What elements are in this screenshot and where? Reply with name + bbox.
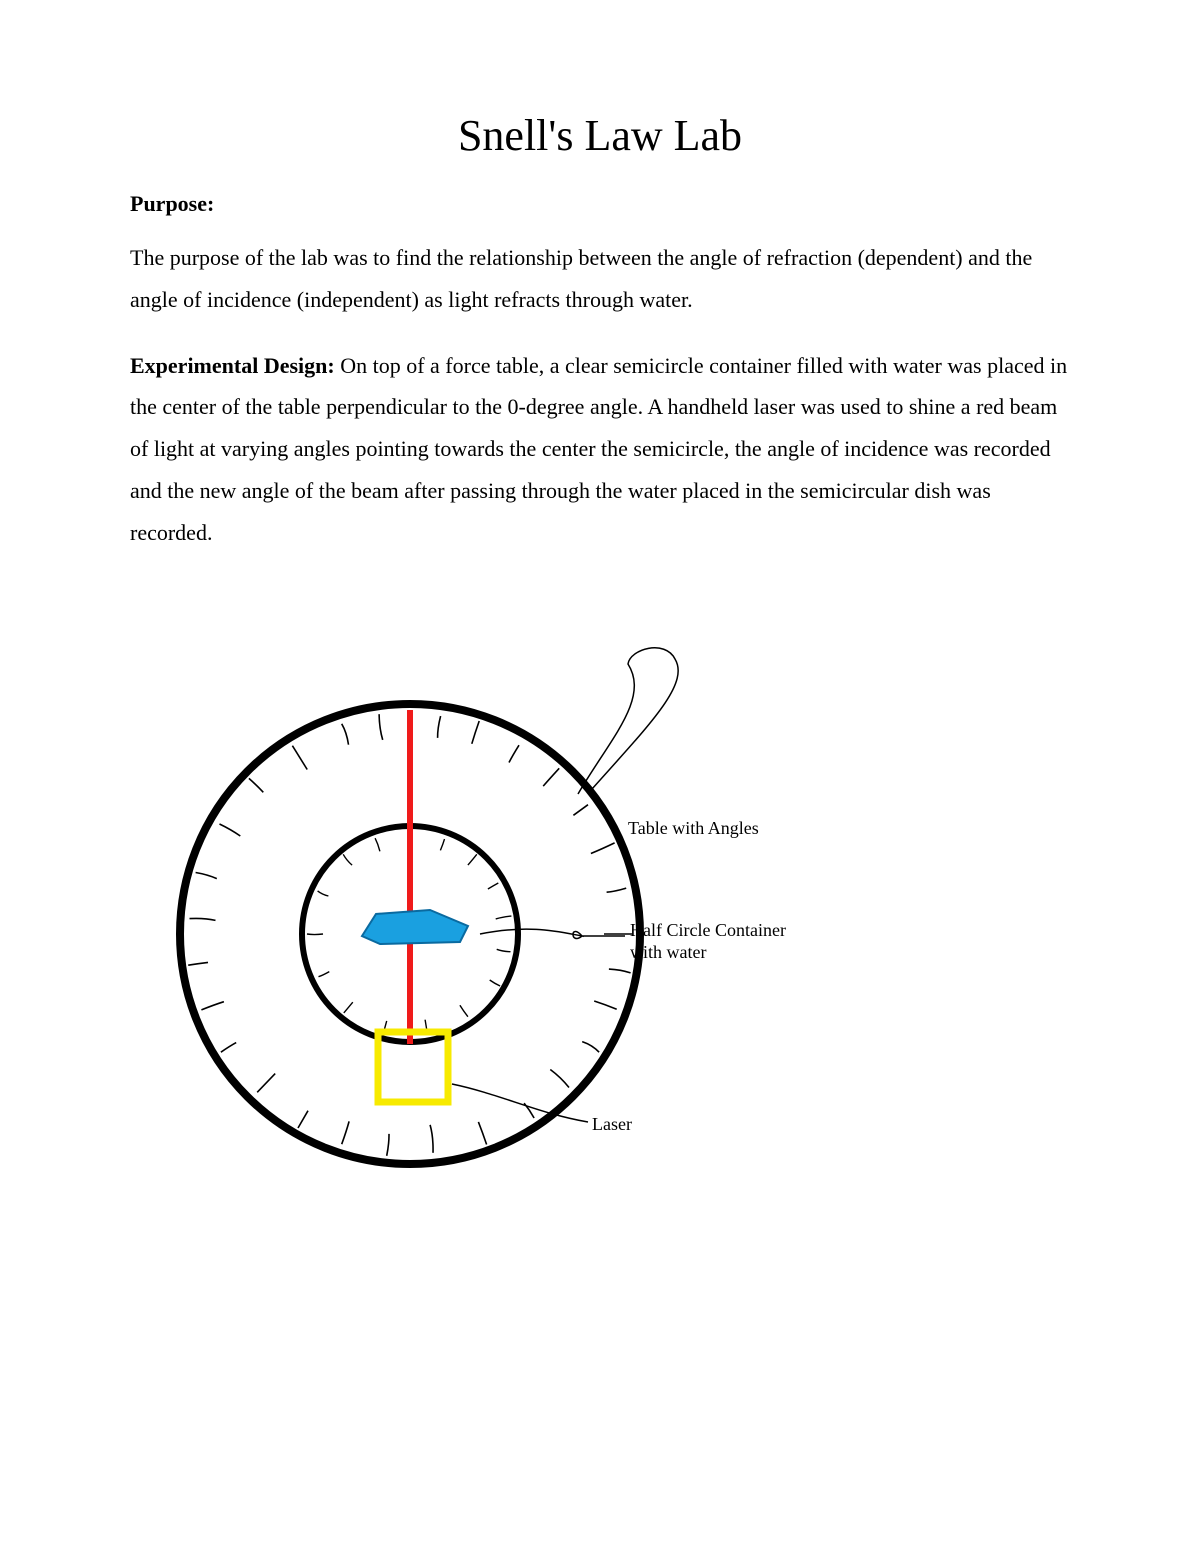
label-laser: Laser: [592, 1114, 632, 1134]
outer-tick: [582, 1041, 599, 1052]
outer-tick: [342, 723, 349, 744]
outer-tick: [257, 1073, 275, 1092]
inner-tick: [496, 916, 512, 919]
experimental-design-text: On top of a force table, a clear semicir…: [130, 353, 1067, 545]
inner-tick: [488, 883, 498, 889]
document-page: Snell's Law Lab Purpose: The purpose of …: [0, 0, 1200, 1553]
outer-tick: [201, 1001, 224, 1009]
outer-tick: [249, 778, 263, 792]
apparatus-svg: Table with Angles Half Circle Containerwi…: [130, 614, 890, 1174]
inner-tick: [307, 934, 323, 935]
outer-tick: [188, 962, 208, 965]
inner-tick: [497, 949, 511, 951]
inner-tick: [468, 854, 477, 865]
outer-tick: [594, 1001, 617, 1009]
outer-tick: [292, 745, 307, 769]
outer-tick: [573, 804, 588, 815]
outer-tick: [220, 824, 241, 836]
inner-tick: [460, 1005, 468, 1016]
page-title: Snell's Law Lab: [130, 110, 1070, 161]
inner-tick: [318, 890, 329, 895]
experimental-design-label: Experimental Design:: [130, 353, 340, 378]
outer-tick: [509, 745, 519, 762]
inner-tick: [343, 854, 352, 865]
purpose-label: Purpose:: [130, 191, 1070, 217]
outer-tick: [430, 1124, 433, 1152]
apparatus-diagram: Table with Angles Half Circle Containerwi…: [130, 614, 1070, 1174]
outer-tick: [298, 1110, 308, 1127]
outer-tick: [607, 888, 627, 892]
inner-tick: [490, 980, 500, 986]
water-dish: [362, 910, 468, 944]
experimental-design-paragraph: Experimental Design: On top of a force t…: [130, 345, 1070, 554]
outer-tick: [379, 714, 383, 740]
outer-tick: [543, 768, 559, 786]
callout-dish-line: [480, 929, 625, 938]
inner-tick: [440, 839, 444, 850]
label-dish-line2: with water: [630, 942, 706, 962]
outer-tick: [438, 716, 441, 738]
outer-tick: [221, 1042, 236, 1052]
outer-tick: [478, 1121, 486, 1144]
purpose-text: The purpose of the lab was to find the r…: [130, 237, 1070, 321]
outer-tick: [196, 872, 217, 878]
inner-tick: [344, 1002, 353, 1013]
label-dish-line1: Half Circle Container: [630, 920, 786, 940]
outer-tick: [591, 842, 615, 853]
label-table: Table with Angles: [628, 818, 759, 838]
callout-table-line: [578, 647, 678, 793]
outer-tick: [609, 969, 631, 973]
outer-tick: [550, 1069, 569, 1087]
outer-tick: [342, 1121, 349, 1144]
inner-tick: [375, 838, 380, 851]
inner-tick: [319, 971, 330, 976]
outer-tick: [387, 1133, 389, 1155]
outer-tick: [190, 918, 216, 920]
outer-tick: [472, 721, 479, 744]
